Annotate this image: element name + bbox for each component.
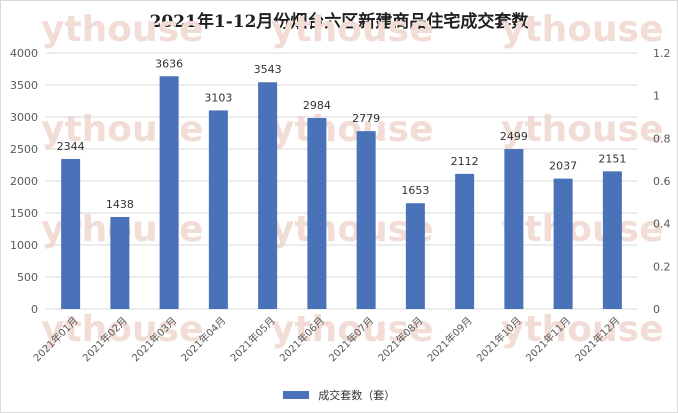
legend-label: 成交套数（套）	[318, 389, 396, 402]
y2-tick-label: 1	[653, 90, 660, 103]
data-label: 2779	[352, 112, 380, 125]
y-tick-label: 2000	[10, 175, 38, 188]
chart-title: 2021年1-12月份烟台六区新建商品住宅成交套数	[149, 12, 529, 32]
y-tick-label: 4000	[10, 47, 38, 60]
data-labels: 2344 1438 3636 3103 3543 2984 2779 1653 2112 2499…	[57, 57, 627, 211]
bar	[258, 82, 278, 309]
secondary-y-axis-ticks: 0 0.2 0.4 0.6 0.8 1 1.2	[653, 47, 671, 316]
watermark-text: ythouse	[271, 109, 434, 150]
bar	[356, 131, 376, 309]
y-axis-ticks: 0 500 1000 1500 2000 2500 3000 3500 4000	[10, 47, 38, 316]
bar	[455, 173, 475, 309]
data-label: 2151	[598, 152, 626, 165]
data-label: 2112	[451, 155, 479, 168]
bar	[504, 149, 524, 309]
data-label: 3543	[254, 63, 282, 76]
gridlines	[46, 52, 637, 310]
y-tick-label: 500	[17, 271, 38, 284]
bar	[208, 110, 228, 310]
y2-tick-label: 0.2	[653, 260, 671, 273]
data-label: 2499	[500, 130, 528, 143]
y-tick-label: 3000	[10, 111, 38, 124]
data-label: 2037	[549, 160, 577, 173]
bar	[602, 171, 622, 309]
watermark-text: ythouse	[501, 9, 664, 50]
data-label: 3636	[155, 57, 183, 70]
watermark-text: ythouse	[501, 109, 664, 150]
y-tick-label: 1000	[10, 239, 38, 252]
y-tick-label: 2500	[10, 143, 38, 156]
y-tick-label: 0	[31, 303, 38, 316]
bar	[553, 178, 573, 309]
watermark-text: ythouse	[271, 9, 434, 50]
bar	[307, 118, 327, 309]
data-label: 3103	[204, 91, 232, 104]
y2-tick-label: 0.4	[653, 218, 671, 231]
y2-tick-label: 0.8	[653, 132, 671, 145]
watermark-text: ythouse	[501, 309, 664, 350]
data-label: 1438	[106, 198, 134, 211]
legend: 成交套数（套）	[1, 387, 677, 403]
watermark-text: ythouse	[41, 9, 204, 50]
data-label: 1653	[401, 184, 429, 197]
y2-tick-label: 0.6	[653, 175, 671, 188]
legend-swatch	[282, 391, 309, 399]
y-tick-label: 1500	[10, 207, 38, 220]
y-tick-label: 3500	[10, 79, 38, 92]
watermark-text: ythouse	[41, 309, 204, 350]
watermark-text: ythouse	[271, 309, 434, 350]
data-label: 2344	[57, 140, 85, 153]
bars	[61, 76, 622, 310]
bar	[61, 158, 81, 309]
data-label: 2984	[303, 99, 331, 112]
watermark-text: ythouse	[501, 209, 664, 250]
bar	[110, 216, 130, 309]
y2-tick-label: 1.2	[653, 47, 671, 60]
y2-tick-label: 0	[653, 303, 660, 316]
bar	[405, 203, 425, 309]
bar	[159, 76, 179, 310]
